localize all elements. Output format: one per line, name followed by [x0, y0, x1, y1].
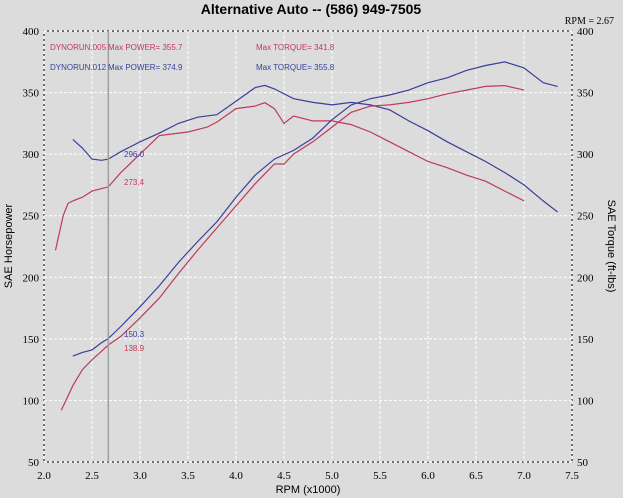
- right-y-tick-label: 200: [577, 272, 594, 284]
- left-y-tick-label: 350: [23, 88, 40, 100]
- x-tick-labels: 2.0 2.5 3.0 3.5 4.0 4.5 5.0 5.5 6.0 6.5 7.0 7.5: [37, 470, 579, 482]
- legend-max-power-005: Max POWER= 355.7: [108, 43, 183, 52]
- x-tick-label: 6.5: [469, 470, 483, 482]
- x-tick-label: 3.0: [133, 470, 147, 482]
- x-tick-label: 5.0: [325, 470, 339, 482]
- right-y-axis-label: SAE Torque (ft-lbs): [605, 200, 617, 293]
- x-tick-label: 5.5: [373, 470, 387, 482]
- cursor-label-012-torque: 296.0: [124, 150, 145, 159]
- right-y-tick-label: 250: [577, 211, 594, 223]
- grid-lines: [43, 30, 573, 463]
- right-y-tick-label: 150: [577, 334, 594, 346]
- x-tick-label: 3.5: [181, 470, 195, 482]
- right-y-tick-label: 100: [577, 395, 594, 407]
- x-tick-label: 2.0: [37, 470, 51, 482]
- left-y-axis-label: SAE Horsepower: [3, 203, 15, 288]
- right-y-tick-label: 350: [577, 88, 594, 100]
- left-y-tick-label: 300: [23, 149, 40, 161]
- x-axis-label: RPM (x1000): [276, 484, 341, 496]
- series-line-dynorun-012-power: [72, 61, 558, 357]
- left-y-tick-labels: 50 100 150 200 250 300 350 400: [23, 26, 40, 469]
- left-y-tick-label: 250: [23, 211, 40, 223]
- series-line-dynorun-005-power: [60, 84, 525, 411]
- x-tick-label: 4.0: [229, 470, 243, 482]
- x-tick-label: 2.5: [85, 470, 99, 482]
- left-y-tick-label: 150: [23, 334, 40, 346]
- series-line-dynorun-005-torque: [54, 102, 525, 251]
- x-tick-label: 7.0: [517, 470, 531, 482]
- legend: DYNORUN.005 Max POWER= 355.7 Max TORQUE=…: [50, 43, 335, 72]
- right-y-tick-label: 300: [577, 149, 594, 161]
- chart-title: Alternative Auto -- (586) 949-7505: [201, 1, 422, 17]
- cursor-label-005-torque: 273.4: [124, 178, 145, 187]
- rpm-cursor-readout: RPM = 2.67: [565, 16, 614, 27]
- left-y-tick-label: 200: [23, 272, 40, 284]
- legend-max-torque-012: Max TORQUE= 355.8: [256, 63, 335, 72]
- right-y-tick-label: 400: [577, 26, 594, 38]
- series-line-dynorun-012-torque: [72, 84, 558, 213]
- left-y-tick-label: 50: [28, 457, 40, 469]
- x-tick-label: 7.5: [565, 470, 579, 482]
- legend-max-power-012: Max POWER= 374.9: [108, 63, 183, 72]
- cursor-value-labels: 296.0 273.4 150.3 138.9: [124, 150, 145, 353]
- legend-max-torque-005: Max TORQUE= 341.8: [256, 43, 335, 52]
- legend-run-005: DYNORUN.005: [50, 43, 107, 52]
- plot-area: [43, 30, 573, 463]
- left-y-tick-label: 400: [23, 26, 40, 38]
- cursor-label-005-power: 138.9: [124, 344, 145, 353]
- right-y-tick-label: 50: [577, 457, 589, 469]
- x-tick-label: 4.5: [277, 470, 291, 482]
- cursor-label-012-power: 150.3: [124, 330, 145, 339]
- series-lines: [54, 61, 558, 411]
- left-y-tick-label: 100: [23, 395, 40, 407]
- x-tick-label: 6.0: [421, 470, 435, 482]
- legend-run-012: DYNORUN.012: [50, 63, 107, 72]
- right-y-tick-labels: 50 100 150 200 250 300 350 400: [577, 26, 594, 469]
